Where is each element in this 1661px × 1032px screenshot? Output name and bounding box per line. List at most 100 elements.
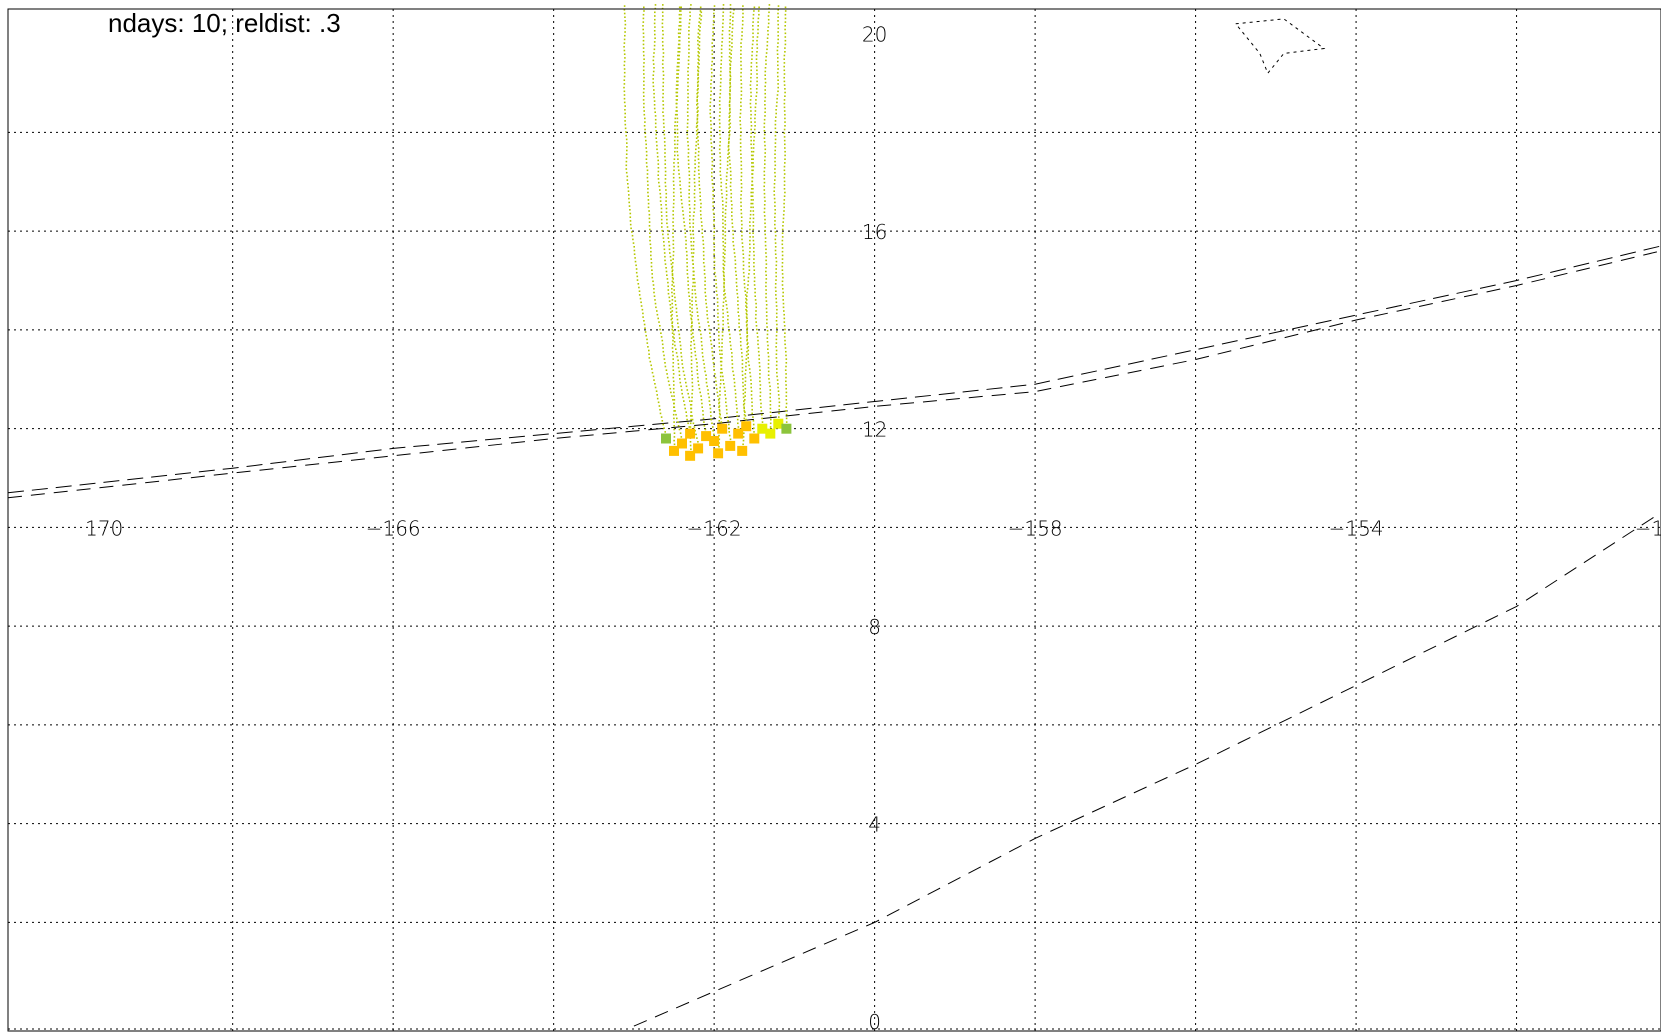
trajectory-dot bbox=[623, 46, 625, 48]
trajectory-dot bbox=[721, 338, 723, 341]
trajectory-dot bbox=[722, 308, 724, 311]
trajectory-dot bbox=[647, 199, 650, 201]
trajectory-dot bbox=[685, 411, 687, 413]
trajectory-dot bbox=[740, 197, 742, 200]
trajectory-dot bbox=[650, 258, 652, 260]
trajectory-dot bbox=[722, 252, 725, 254]
trajectory-dot bbox=[721, 41, 723, 43]
trajectory-dot bbox=[703, 269, 706, 271]
trajectory-dot bbox=[711, 179, 714, 181]
trajectory-dot bbox=[759, 373, 761, 375]
trajectory-dot bbox=[758, 365, 761, 368]
trajectory-dot bbox=[776, 97, 778, 100]
trajectory-dot bbox=[733, 248, 735, 251]
trajectory-dot bbox=[705, 302, 707, 305]
trajectory-dot bbox=[746, 343, 748, 346]
trajectory-dot bbox=[730, 200, 733, 202]
trajectory-dot bbox=[735, 270, 737, 273]
trajectory-dot bbox=[652, 85, 655, 88]
trajectory-dot bbox=[676, 128, 679, 131]
trajectory-dot bbox=[643, 62, 645, 64]
trajectory-dot bbox=[624, 109, 626, 111]
trajectory-dot bbox=[752, 21, 754, 23]
trajectory-dot bbox=[692, 263, 694, 265]
lat-tick-label: 8 bbox=[868, 615, 881, 639]
dashed-line-diagonal bbox=[633, 512, 1661, 1027]
trajectory-dot bbox=[671, 317, 673, 320]
trajectory-dot bbox=[661, 222, 663, 225]
trajectory-dot bbox=[703, 425, 706, 427]
trajectory-dot bbox=[671, 273, 674, 275]
trajectory-dot bbox=[693, 192, 696, 195]
trajectory-dot bbox=[777, 386, 779, 389]
trajectory-dot bbox=[695, 148, 697, 151]
trajectory-dot bbox=[740, 201, 742, 204]
trajectory-dot bbox=[677, 329, 680, 332]
trajectory-dot bbox=[775, 271, 777, 274]
trajectory-dot bbox=[672, 365, 674, 368]
trajectory-dot bbox=[719, 353, 721, 355]
trajectory-dot bbox=[715, 384, 718, 386]
trajectory-dot bbox=[624, 23, 627, 26]
trajectory-dot bbox=[676, 65, 679, 68]
trajectory-dot bbox=[773, 194, 776, 196]
trajectory-dot bbox=[644, 117, 646, 120]
trajectory-dot bbox=[671, 274, 674, 276]
trajectory-dot bbox=[728, 141, 730, 143]
trajectory-dot bbox=[773, 190, 775, 192]
trajectory-dot bbox=[623, 97, 626, 100]
trajectory-dot bbox=[722, 312, 724, 315]
trajectory-dot bbox=[696, 89, 699, 91]
trajectory-dot bbox=[718, 401, 721, 404]
trajectory-dot bbox=[688, 52, 690, 54]
trajectory-dot bbox=[710, 90, 712, 93]
trajectory-dot bbox=[698, 180, 700, 183]
trajectory-dot bbox=[719, 81, 722, 84]
trajectory-dot bbox=[746, 350, 748, 353]
trajectory-dot bbox=[749, 221, 751, 223]
trajectory-dot bbox=[764, 144, 766, 147]
trajectory-dot bbox=[749, 247, 751, 249]
trajectory-dot bbox=[722, 301, 725, 304]
trajectory-dot bbox=[774, 179, 776, 181]
trajectory-dot bbox=[697, 136, 699, 138]
trajectory-dot bbox=[661, 26, 664, 28]
trajectory-dot bbox=[755, 62, 758, 64]
trajectory-dot bbox=[658, 321, 660, 323]
trajectory-dot bbox=[671, 280, 674, 283]
trajectory-dot bbox=[678, 43, 681, 46]
trajectory-dot bbox=[728, 55, 731, 58]
trajectory-dot bbox=[674, 304, 677, 306]
trajectory-dot bbox=[763, 178, 766, 180]
trajectory-dot bbox=[725, 304, 728, 306]
trajectory-dot bbox=[769, 426, 772, 428]
trajectory-dot bbox=[687, 148, 690, 151]
trajectory-dot bbox=[624, 34, 626, 37]
trajectory-dot bbox=[671, 288, 673, 290]
trajectory-dot bbox=[676, 80, 678, 83]
trajectory-dot bbox=[672, 239, 675, 242]
trajectory-dot bbox=[643, 54, 645, 57]
trajectory-dot bbox=[783, 139, 786, 142]
trajectory-dot bbox=[782, 213, 785, 216]
trajectory-dot bbox=[723, 297, 725, 300]
trajectory-dot bbox=[750, 390, 753, 392]
trajectory-dot bbox=[644, 121, 646, 123]
trajectory-dot bbox=[674, 128, 676, 131]
trajectory-dot bbox=[713, 253, 715, 255]
trajectory-dot bbox=[651, 276, 654, 279]
lon-tick-label: −166 bbox=[366, 516, 421, 540]
trajectory-dot bbox=[647, 184, 649, 186]
trajectory-dot bbox=[687, 107, 689, 110]
trajectory-dot bbox=[729, 118, 731, 121]
trajectory-dot bbox=[740, 164, 743, 167]
trajectory-dot bbox=[746, 331, 748, 333]
trajectory-dot bbox=[670, 391, 672, 394]
trajectory-dot bbox=[668, 296, 671, 299]
trajectory-dot bbox=[729, 83, 731, 85]
trajectory-dot bbox=[692, 241, 695, 243]
trajectory-dot bbox=[729, 130, 731, 132]
trajectory-dot bbox=[744, 387, 747, 390]
trajectory-dot bbox=[623, 9, 626, 11]
